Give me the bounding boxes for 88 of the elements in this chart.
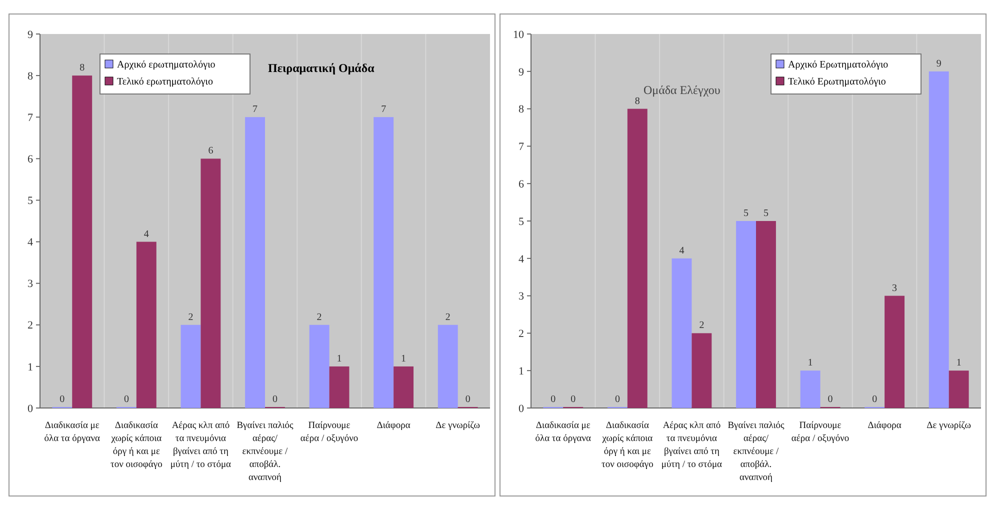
y-tick-label: 6 [518,178,524,190]
text: Ομάδα Ελέγχου [644,83,720,97]
legend-label: Τελικό ερωτηματολόγιο [117,76,213,88]
y-tick-label: 7 [28,112,34,124]
y-tick-label: 3 [518,290,524,303]
y-tick-label: 5 [518,216,524,228]
data-label: 0 [872,394,878,405]
bar [948,370,969,408]
y-tick-label: 8 [518,104,524,116]
x-tick-label: Δε γνωρίζω [436,421,480,431]
text: Πειραματική Ομάδα [268,61,375,75]
legend-label: Τελικό Ερωτηματολόγιο [788,76,886,88]
bar [756,221,776,408]
bar [627,108,648,408]
data-label: 1 [808,358,813,369]
y-tick-label: 1 [518,365,524,378]
x-tick-label: Αέρας κλπ από τα πνευμόνια βγαίνει από τη μύτη / το στόμα [170,421,232,470]
data-label: 6 [208,146,214,157]
data-label: 0 [465,394,470,405]
bar [136,242,156,408]
y-tick-label: 7 [518,141,524,154]
x-tick-label: Δε γνωρίζω [926,421,972,431]
bar [200,158,221,408]
y-tick-label: 0 [518,402,524,415]
data-label: 0 [272,394,278,405]
x-tick-label: Παίρνουμε αέρα / οξυγόνο [300,421,358,444]
x-tick-label: Διάφορα [376,421,410,431]
data-label: 4 [679,245,684,256]
bar [72,76,92,408]
bar [438,324,458,408]
data-label: 8 [80,62,85,74]
data-label: 1 [956,358,962,369]
bar [736,221,756,408]
y-tick-label: 9 [518,66,524,78]
x-tick-label: Βγαίνει παλιός αέρας/ εκπνέουμε / αποβάλ. αναπνοή [236,421,294,483]
x-tick-label: Αέρας κλπ από τα πνευμόνια βγαίνει από τη μύτη / το στόμα [661,421,722,470]
data-label: 0 [828,394,833,405]
bar [309,324,330,408]
data-label: 2 [316,312,322,323]
y-tick-label: 2 [28,320,33,332]
bar [884,296,905,408]
y-tick-label: 9 [28,28,34,41]
y-tick-label: 3 [28,278,34,290]
data-label: 7 [381,104,386,116]
bar [800,370,820,408]
y-tick-label: 2 [518,328,524,340]
x-tick-label: Διαδικασία χωρίς κάποια όργ ή και με τον οισοφάγο [601,421,654,470]
bar [245,117,265,408]
x-tick-label: Διαδικασία με όλα τα όργανα [44,421,100,444]
bar [180,324,201,408]
data-label: 5 [744,208,749,219]
data-label: 2 [188,312,194,323]
data-label: 1 [401,353,406,364]
y-tick-label: 4 [28,236,34,249]
data-label: 1 [336,353,342,364]
data-label: 0 [550,394,556,405]
y-tick-label: 4 [518,253,524,266]
x-tick-label: Βγαίνει παλιός αέρας/ εκπνέουμε / αποβάλ. αναπνοή [728,421,785,483]
data-label: 0 [614,394,620,405]
x-tick-label: Διαδικασία χωρίς κάποια όργ ή και με τον οισοφάγο [110,421,163,470]
bar [928,71,949,408]
data-label: 3 [892,282,898,294]
legend-label: Αρχικό Ερωτηματολόγιο [788,60,888,70]
data-label: 0 [60,394,65,405]
legend-label: Αρχικό ερωτηματολόγιο [117,60,216,70]
y-tick-label: 6 [28,154,34,166]
data-label: 7 [252,104,258,116]
y-tick-label: 10 [513,28,524,41]
x-tick-label: Διαδικασία με όλα τα όργανα [535,421,592,444]
y-tick-label: 1 [28,361,33,374]
y-tick-label: 8 [28,70,34,82]
x-tick-label: Διάφορα [868,421,902,431]
y-tick-label: 0 [28,402,34,415]
bar [374,117,394,408]
x-tick-label: Παίρνουμε αέρα / οξυγόνο [791,421,850,444]
bar [394,366,414,408]
data-label: 5 [763,208,768,219]
bar [672,258,692,408]
bar [692,333,712,408]
data-label: 8 [634,96,640,107]
data-label: 0 [124,394,129,405]
y-tick-label: 5 [28,195,34,208]
data-label: 9 [936,58,942,70]
data-label: 2 [445,312,450,323]
data-label: 2 [699,320,704,332]
bar [329,366,350,408]
data-label: 0 [570,394,576,405]
data-label: 4 [144,228,149,240]
